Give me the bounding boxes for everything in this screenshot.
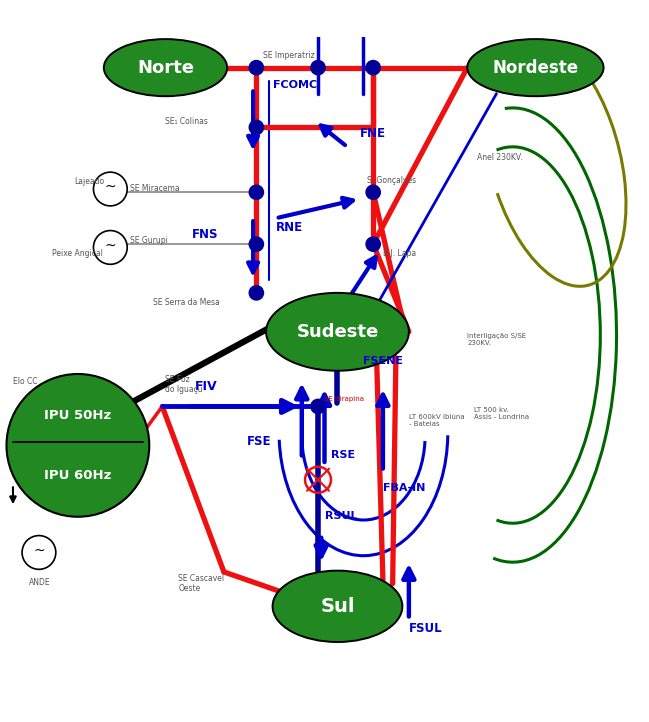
Text: LT 600kV Ibiúna
- Bateias: LT 600kV Ibiúna - Bateias bbox=[409, 414, 465, 427]
Text: FSUL: FSUL bbox=[409, 622, 443, 635]
Circle shape bbox=[249, 237, 263, 251]
Circle shape bbox=[366, 61, 380, 75]
Circle shape bbox=[249, 286, 263, 300]
Ellipse shape bbox=[266, 293, 409, 370]
Text: Norte: Norte bbox=[137, 58, 194, 77]
Circle shape bbox=[249, 61, 263, 75]
Text: RNE: RNE bbox=[276, 221, 303, 234]
Circle shape bbox=[366, 237, 380, 251]
Text: ~: ~ bbox=[33, 544, 45, 557]
Text: FCOMC: FCOMC bbox=[273, 80, 317, 90]
Text: Peixe Angical: Peixe Angical bbox=[52, 249, 103, 258]
Text: Nordeste: Nordeste bbox=[493, 58, 578, 77]
Text: SE Foz
do Iguaçu: SE Foz do Iguaçu bbox=[165, 375, 203, 394]
Text: SE Serra da Mesa: SE Serra da Mesa bbox=[153, 297, 219, 307]
Text: S. Gonçalves: S. Gonçalves bbox=[367, 175, 416, 185]
Ellipse shape bbox=[467, 39, 604, 96]
Ellipse shape bbox=[273, 570, 402, 642]
Circle shape bbox=[6, 374, 149, 517]
Text: FNS: FNS bbox=[191, 227, 218, 240]
Text: Sul: Sul bbox=[320, 597, 355, 616]
Text: SE₁ Colinas: SE₁ Colinas bbox=[165, 117, 208, 126]
Text: FSENE: FSENE bbox=[363, 356, 404, 366]
Text: FBA-IN: FBA-IN bbox=[383, 483, 425, 493]
Circle shape bbox=[311, 61, 325, 75]
Circle shape bbox=[249, 185, 263, 199]
Text: ANDE: ANDE bbox=[29, 578, 51, 587]
Text: FIV: FIV bbox=[195, 380, 217, 393]
Text: SE Itirapina: SE Itirapina bbox=[324, 396, 365, 402]
Text: SE Cascavel
Oeste: SE Cascavel Oeste bbox=[178, 574, 225, 593]
Text: FSE: FSE bbox=[247, 435, 271, 448]
Text: ~: ~ bbox=[104, 180, 116, 194]
Text: IPU 50Hz: IPU 50Hz bbox=[44, 409, 112, 422]
Text: Elo CC: Elo CC bbox=[13, 377, 38, 386]
Text: SE Gurupi: SE Gurupi bbox=[130, 236, 167, 245]
Ellipse shape bbox=[104, 39, 227, 96]
Text: SE Miracema: SE Miracema bbox=[130, 184, 179, 193]
Circle shape bbox=[366, 185, 380, 199]
Text: FNE: FNE bbox=[360, 127, 386, 140]
Text: LT 500 kv.
Assis - Londrina: LT 500 kv. Assis - Londrina bbox=[474, 407, 529, 420]
Text: Sudeste: Sudeste bbox=[297, 323, 378, 341]
Circle shape bbox=[311, 399, 325, 414]
Text: SE Imperatriz: SE Imperatriz bbox=[263, 51, 315, 60]
Text: Lajeado: Lajeado bbox=[75, 178, 104, 186]
Circle shape bbox=[249, 121, 263, 134]
Text: RSUL: RSUL bbox=[324, 510, 357, 521]
Text: IPU 60Hz: IPU 60Hz bbox=[44, 469, 112, 482]
Text: ~: ~ bbox=[104, 238, 116, 253]
Text: Interligação S/SE
230KV.: Interligação S/SE 230KV. bbox=[467, 333, 526, 346]
Text: Anel 230KV.: Anel 230KV. bbox=[477, 153, 522, 162]
Text: RSE: RSE bbox=[331, 451, 355, 461]
Text: B.J. Lapa: B.J. Lapa bbox=[383, 249, 416, 258]
